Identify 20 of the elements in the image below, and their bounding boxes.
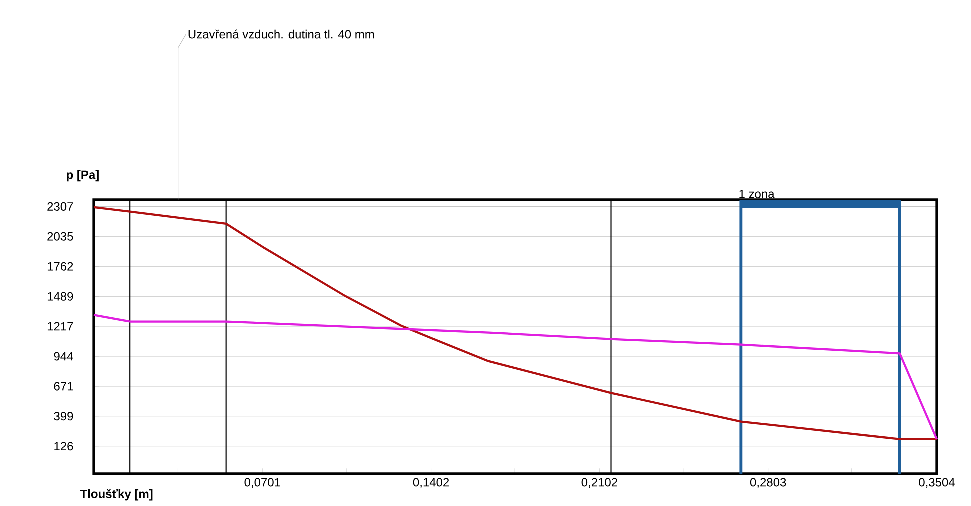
x-axis-title: Tloušťky [m] [80, 489, 153, 501]
x-tick-label: 0,2102 [582, 478, 618, 488]
x-tick-label: 0,3504 [919, 478, 955, 488]
y-tick-label: 1489 [48, 292, 74, 301]
x-tick-label: 0,0701 [244, 478, 280, 488]
line-series [92, 314, 938, 440]
x-tick-label: 0,1402 [413, 478, 450, 488]
y-tick-label: 2307 [48, 202, 74, 211]
line-series [92, 206, 938, 440]
y-tick-label: 399 [54, 412, 74, 421]
y-tick-label: 1762 [48, 262, 74, 271]
y-tick-label: 671 [54, 382, 74, 391]
ref-line-label: 1 zona [740, 190, 775, 198]
y-tick-label: 126 [54, 442, 74, 451]
y-tick-label: 944 [54, 352, 74, 361]
x-tick-label: 0,2803 [750, 478, 786, 488]
y-tick-label: 2035 [48, 232, 74, 241]
text: Uzavřená vzduch. dutina tl. 40 mm [188, 30, 374, 39]
y-tick-label: 1217 [48, 322, 74, 331]
y-axis-title: p [Pa] [67, 170, 99, 182]
